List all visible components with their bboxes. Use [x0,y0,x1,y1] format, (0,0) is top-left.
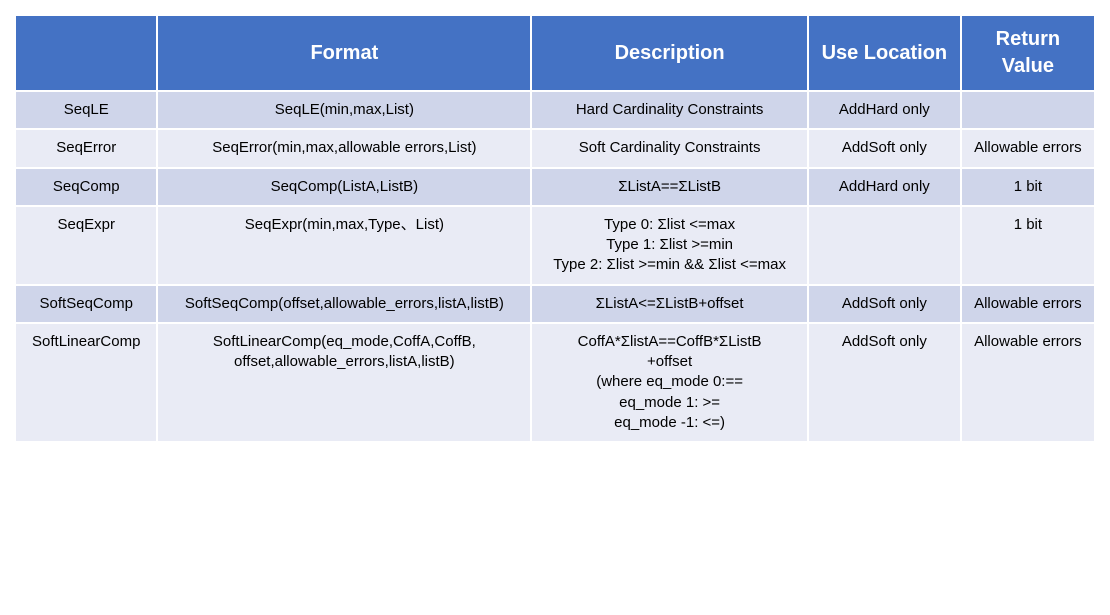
table-row: SeqComp SeqComp(ListA,ListB) ΣListA==ΣLi… [15,168,1095,206]
cell-format: SoftLinearComp(eq_mode,CoffA,CoffB, offs… [157,323,531,442]
cell-description: ΣListA==ΣListB [531,168,808,206]
cell-use: AddSoft only [808,323,961,442]
cell-name: SeqLE [15,91,157,129]
col-header-name [15,15,157,91]
cell-description: CoffA*ΣlistA==CoffB*ΣListB +offset (wher… [531,323,808,442]
cell-name: SeqComp [15,168,157,206]
cell-return [961,91,1095,129]
cell-return: Allowable errors [961,129,1095,167]
table-row: SeqLE SeqLE(min,max,List) Hard Cardinali… [15,91,1095,129]
cell-description: Hard Cardinality Constraints [531,91,808,129]
col-header-return: Return Value [961,15,1095,91]
col-header-description: Description [531,15,808,91]
cell-name: SeqError [15,129,157,167]
table-header-row: Format Description Use Location Return V… [15,15,1095,91]
cell-return: Allowable errors [961,323,1095,442]
cell-format: SeqComp(ListA,ListB) [157,168,531,206]
cell-format: SeqExpr(min,max,Type、List) [157,206,531,285]
col-header-use: Use Location [808,15,961,91]
cell-name: SoftLinearComp [15,323,157,442]
cell-return: 1 bit [961,206,1095,285]
cell-format: SoftSeqComp(offset,allowable_errors,list… [157,285,531,323]
cell-use: AddSoft only [808,129,961,167]
cell-use: AddHard only [808,168,961,206]
cell-description: ΣListA<=ΣListB+offset [531,285,808,323]
table-row: SeqExpr SeqExpr(min,max,Type、List) Type … [15,206,1095,285]
api-reference-table: Format Description Use Location Return V… [14,14,1096,443]
table-row: SeqError SeqError(min,max,allowable erro… [15,129,1095,167]
table-row: SoftLinearComp SoftLinearComp(eq_mode,Co… [15,323,1095,442]
cell-name: SeqExpr [15,206,157,285]
table-row: SoftSeqComp SoftSeqComp(offset,allowable… [15,285,1095,323]
cell-format: SeqLE(min,max,List) [157,91,531,129]
col-header-format: Format [157,15,531,91]
cell-format: SeqError(min,max,allowable errors,List) [157,129,531,167]
cell-return: 1 bit [961,168,1095,206]
cell-use: AddSoft only [808,285,961,323]
cell-description: Soft Cardinality Constraints [531,129,808,167]
cell-use [808,206,961,285]
cell-name: SoftSeqComp [15,285,157,323]
cell-use: AddHard only [808,91,961,129]
cell-return: Allowable errors [961,285,1095,323]
cell-description: Type 0: Σlist <=max Type 1: Σlist >=min … [531,206,808,285]
